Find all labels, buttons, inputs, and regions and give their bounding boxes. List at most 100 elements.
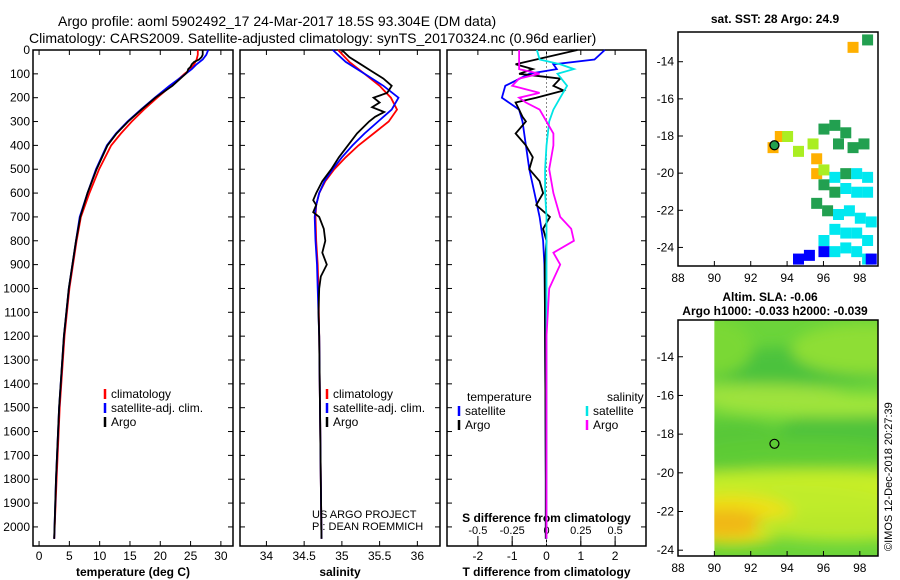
x-tick-label: -2 xyxy=(473,549,484,563)
figure-title-line2: Climatology: CARS2009. Satellite-adjuste… xyxy=(29,30,597,46)
sst-cell xyxy=(829,186,841,198)
sst-map-title: sat. SST: 28 Argo: 24.9 xyxy=(711,12,840,26)
sst-cell xyxy=(818,123,830,135)
depth-tick-label: 1600 xyxy=(3,425,30,439)
x-tick-label: 20 xyxy=(154,549,168,563)
sst-y-tick-label: -14 xyxy=(657,55,675,69)
depth-tick-label: 500 xyxy=(10,162,30,176)
sst-x-tick-label: 90 xyxy=(708,271,722,285)
sla-x-tick-label: 92 xyxy=(744,561,758,575)
x-tick-label: 1 xyxy=(577,549,584,563)
sst-cell xyxy=(822,205,834,217)
sst-cell xyxy=(818,164,830,176)
sst-cell xyxy=(858,138,870,150)
sst-cell xyxy=(851,246,863,258)
sla-map-title2: Argo h1000: -0.033 h2000: -0.039 xyxy=(682,304,868,318)
series-line-s-satellite xyxy=(536,49,577,539)
sst-cell xyxy=(818,246,830,258)
sla-map-frame xyxy=(677,319,879,557)
x-tick-label: 25 xyxy=(184,549,198,563)
x-tick-label: 36 xyxy=(411,549,425,563)
sst-cell xyxy=(793,253,804,265)
sla-x-tick-label: 90 xyxy=(708,561,722,575)
x-axis-label: T difference from climatology xyxy=(462,565,630,579)
legend-title-salinity: salinity xyxy=(607,390,644,404)
series-line-t-argo xyxy=(514,49,578,539)
sst-x-tick-label: 96 xyxy=(817,271,831,285)
series-line-climatology xyxy=(314,49,399,539)
sst-y-tick-label: -16 xyxy=(657,92,675,106)
copyright-label: ©IMOS 12-Dec-2018 20:27:39 xyxy=(883,402,895,551)
s-diff-tick-label: -0.5 xyxy=(468,525,487,537)
depth-tick-label: 1700 xyxy=(3,448,30,462)
sst-y-tick-label: -22 xyxy=(657,203,675,217)
x-tick-label: 0 xyxy=(36,549,43,563)
legend-label: satellite xyxy=(593,404,634,418)
sla-blob xyxy=(714,320,753,376)
sla-y-tick-label: -18 xyxy=(657,427,675,441)
sst-cell xyxy=(843,205,855,217)
sst-cell xyxy=(782,131,794,142)
sst-x-tick-label: 92 xyxy=(744,271,758,285)
profile-panel-frame xyxy=(239,49,441,547)
legend-label: satellite-adj. clim. xyxy=(333,401,425,415)
legend-label: Argo xyxy=(111,415,137,429)
legend-label: satellite-adj. clim. xyxy=(111,401,203,415)
sst-x-tick-label: 98 xyxy=(853,271,867,285)
depth-tick-label: 1000 xyxy=(3,281,30,295)
sla-y-tick-label: -22 xyxy=(657,505,675,519)
depth-tick-label: 2000 xyxy=(3,520,30,534)
sla-x-tick-label: 88 xyxy=(671,561,685,575)
sst-x-tick-label: 88 xyxy=(671,271,685,285)
sst-cell xyxy=(833,138,844,150)
sst-cell xyxy=(865,216,877,228)
series-line-argo xyxy=(312,49,393,539)
s-diff-tick-label: 0.5 xyxy=(607,525,622,537)
series-line-argo xyxy=(53,50,204,539)
sst-cell xyxy=(840,183,852,194)
depth-tick-label: 900 xyxy=(10,258,30,272)
sst-cell xyxy=(793,145,804,157)
sst-cell xyxy=(829,223,841,235)
sla-map-field xyxy=(714,320,879,556)
sst-cell xyxy=(847,142,859,154)
sst-y-tick-label: -18 xyxy=(657,129,675,143)
x-tick-label: 2 xyxy=(612,549,619,563)
sst-cell xyxy=(840,168,852,180)
sst-cell xyxy=(840,127,852,139)
sla-blob xyxy=(791,323,879,375)
depth-tick-label: 800 xyxy=(10,234,30,248)
sla-x-tick-label: 96 xyxy=(817,561,831,575)
sla-blob xyxy=(714,509,766,538)
depth-tick-label: 100 xyxy=(10,67,30,81)
sla-x-tick-label: 94 xyxy=(780,561,794,575)
sst-cell xyxy=(862,186,874,198)
sst-y-tick-label: -20 xyxy=(657,166,675,180)
sst-cell xyxy=(854,212,866,224)
x-tick-label: 30 xyxy=(214,549,228,563)
sla-blob xyxy=(714,384,848,407)
x-tick-label: 10 xyxy=(93,549,107,563)
depth-tick-label: 400 xyxy=(10,138,30,152)
depth-tick-label: 0 xyxy=(23,43,30,57)
sst-cell xyxy=(840,242,852,254)
sst-map-frame xyxy=(677,31,879,267)
sst-cell xyxy=(862,34,874,46)
x-tick-label: 34.5 xyxy=(292,549,316,563)
sst-cell xyxy=(851,227,863,239)
sst-cell xyxy=(774,131,786,142)
profile-panel-frame xyxy=(32,49,234,547)
sst-cell xyxy=(807,138,819,150)
depth-tick-label: 1300 xyxy=(3,353,30,367)
legend-label: satellite xyxy=(465,404,506,418)
sla-y-tick-label: -14 xyxy=(657,350,675,364)
sst-map-cells xyxy=(767,34,877,265)
sst-cell xyxy=(847,41,859,53)
depth-tick-label: 300 xyxy=(10,115,30,129)
sst-cell xyxy=(862,235,874,246)
x-tick-label: 35.5 xyxy=(368,549,392,563)
sst-y-tick-label: -24 xyxy=(657,240,675,254)
sst-x-tick-label: 94 xyxy=(780,271,794,285)
sst-cell xyxy=(840,227,852,239)
sst-cell xyxy=(851,168,863,180)
